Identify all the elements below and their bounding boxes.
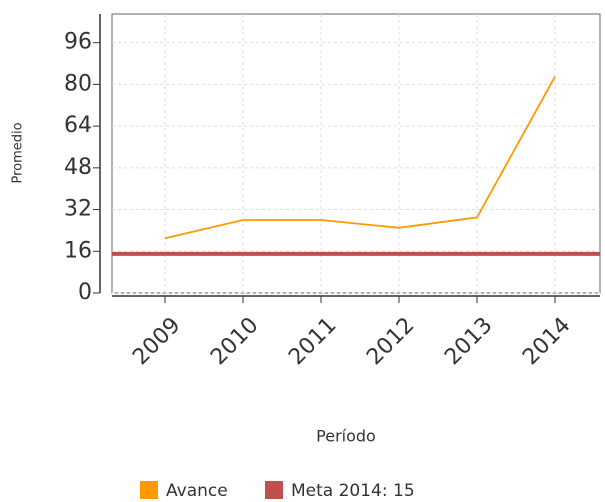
y-tick-label: 48: [64, 155, 92, 180]
plot-frame: [111, 13, 601, 294]
y-tick-label: 80: [64, 71, 92, 96]
legend-swatch: [265, 481, 283, 499]
legend-label: Meta 2014: 15: [291, 481, 415, 501]
y-axis-title: Promedio: [11, 122, 26, 183]
y-tick-label: 64: [64, 113, 92, 138]
x-tick-label: 2012: [362, 313, 419, 370]
x-tick-label: 2011: [284, 313, 341, 370]
legend-label: Avance: [166, 481, 228, 501]
x-tick-label: 2009: [128, 313, 185, 370]
y-tick-label: 32: [64, 197, 92, 222]
x-tick-label: 2013: [440, 313, 497, 370]
legend-swatch: [140, 481, 158, 499]
x-tick-label: 2010: [206, 313, 263, 370]
y-tick-label: 0: [78, 280, 92, 305]
x-tick-label: 2014: [518, 313, 575, 370]
y-tick-label: 16: [64, 238, 92, 263]
x-axis-title: Período: [316, 427, 376, 446]
series-line: [164, 76, 556, 240]
y-tick-label: 96: [64, 30, 92, 55]
